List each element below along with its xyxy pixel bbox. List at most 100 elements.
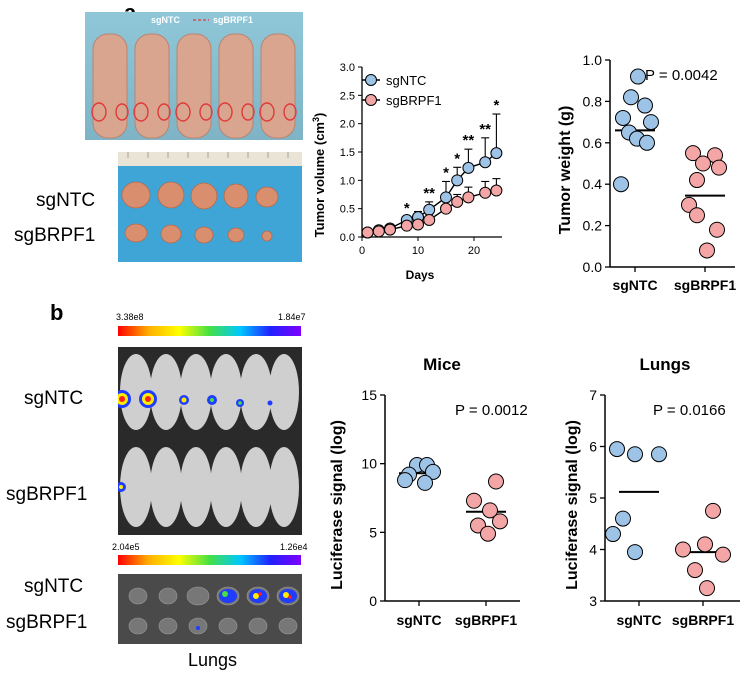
lungs-luciferase-point-sgntc <box>615 510 631 527</box>
tumor-volume-significance: ** <box>479 121 491 138</box>
lungs-row-label-sgbrpf1: sgBRPF1 <box>6 612 88 633</box>
tumor-volume-xtick-label: 20 <box>468 245 480 257</box>
tumor-weight-ytick-label: 0.0 <box>583 259 603 275</box>
tumor-volume-ytick-label: 0.0 <box>340 232 355 244</box>
tumor-volume-point-sgntc <box>490 147 503 160</box>
tumor-weight-point-sgntc <box>643 114 659 131</box>
tumor-volume-point-sgntc <box>440 191 452 204</box>
tumor-volume-ytick-label: 1.0 <box>340 175 355 187</box>
tumor-volume-xtick-label: 0 <box>359 245 365 257</box>
tumor-volume-point-sgbrpf1 <box>423 214 436 226</box>
tumor-volume-point-sgbrpf1 <box>479 186 492 199</box>
mice-chart-xlabel-sgntc: sgNTC <box>396 612 441 628</box>
tumor-weight-point-sgbrpf1 <box>711 159 727 176</box>
tumor-weight-ytick-label: 0.4 <box>583 176 603 192</box>
mice-luciferase-ytick-label: 10 <box>361 456 377 472</box>
tumor-weight-ylabel: Tumor weight (g) <box>557 106 574 235</box>
lungs-chart-title: Lungs <box>640 355 691 374</box>
mice-luciferase-point-sgbrpf1 <box>482 502 498 519</box>
lungs-luciferase-point-sgbrpf1 <box>687 562 703 579</box>
tumor-weight-xlabel-sgntc: sgNTC <box>612 277 657 293</box>
mice-luciferase-chart: Mice 0 5 10 15 P = 0.0012 Luciferase signal… <box>329 355 528 628</box>
tumor-weight-point-sgntc <box>637 97 653 114</box>
lungs-luciferase-point-sgntc <box>627 544 643 561</box>
photo-legend-sgbrpf1: sgBRPF1 <box>213 15 253 25</box>
mice-chart-pvalue: P = 0.0012 <box>455 402 528 419</box>
tumor-volume-point-sgbrpf1 <box>372 225 385 238</box>
tumor-volume-ytick-label: 2.5 <box>340 90 355 102</box>
mice-luciferase-point-sgbrpf1 <box>480 525 496 542</box>
panel-b-label: b <box>50 300 64 325</box>
mice-luciferase-ytick-label: 15 <box>361 387 377 403</box>
tumors-photo-illustration <box>118 152 302 244</box>
lungs-luciferase-point-sgbrpf1 <box>675 541 691 558</box>
tumor-weight-point-sgbrpf1 <box>689 172 705 189</box>
lungs-luciferase-point-sgbrpf1 <box>697 536 713 553</box>
lungs-chart-ylabel: Luciferase signal (log) <box>564 420 581 590</box>
legend-label-sgntc: sgNTC <box>386 73 426 88</box>
lungs-luciferase-ytick-label: 3 <box>589 593 597 609</box>
tumor-volume-significance: ** <box>423 185 435 202</box>
tumor-weight-point-sgntc <box>623 89 639 106</box>
mice-ivis-image <box>118 347 302 535</box>
tumor-volume-point-sgbrpf1 <box>462 191 475 204</box>
tumor-volume-significance: * <box>454 150 460 167</box>
tumor-weight-point-sgbrpf1 <box>695 155 711 172</box>
mice-luciferase-point-sgbrpf1 <box>492 513 508 530</box>
lungs-luciferase-point-sgbrpf1 <box>705 502 721 519</box>
mice-luciferase-point-sgntc <box>417 474 433 491</box>
tumor-weight-ytick-label: 0.6 <box>583 135 603 151</box>
tumor-volume-point-sgntc <box>423 203 436 216</box>
tumor-volume-point-sgbrpf1 <box>400 219 413 232</box>
tumor-volume-xlabel: Days <box>406 268 435 282</box>
lungs-luciferase-ytick-label: 7 <box>589 387 597 403</box>
tumor-weight-pvalue: P = 0.0042 <box>645 67 718 84</box>
tumor-volume-point-sgbrpf1 <box>451 195 464 208</box>
tumor-row-label-sgbrpf1: sgBRPF1 <box>14 225 96 246</box>
photo-legend-sgntc: sgNTC <box>151 15 181 25</box>
mice-chart-title: Mice <box>423 355 461 374</box>
tumor-weight-point-sgbrpf1 <box>709 221 725 238</box>
lungs-luciferase-point-sgbrpf1 <box>699 580 715 597</box>
mice-tumor-photo: sgNTC sgBRPF1 <box>85 12 303 140</box>
legend-marker-sgntc <box>365 74 377 86</box>
tumor-weight-chart: 0.0 0.2 0.4 0.6 0.8 1.0 P = 0.0042 Tumor weig… <box>557 52 736 293</box>
lungs-caption: Lungs <box>188 650 238 670</box>
lungs-ivis-illustration <box>128 586 300 635</box>
mice-chart-xlabel-sgbrpf1: sgBRPF1 <box>455 612 517 628</box>
lungs-ivis-image <box>118 574 302 644</box>
tumor-volume-xtick-label: 10 <box>412 245 424 257</box>
lungs-luciferase-ytick-label: 5 <box>589 490 597 506</box>
mice-row-label-sgbrpf1: sgBRPF1 <box>6 484 88 505</box>
lungs-luciferase-point-sgbrpf1 <box>715 546 731 563</box>
excised-tumors-photo <box>118 152 302 262</box>
mice-luciferase-point-sgbrpf1 <box>488 473 504 490</box>
lungs-luciferase-ytick-label: 6 <box>589 439 597 455</box>
mice-ivis-illustration <box>118 354 299 527</box>
lungs-row-label-sgntc: sgNTC <box>24 576 84 597</box>
tumor-weight-ytick-label: 1.0 <box>583 52 603 68</box>
tumor-volume-legend: sgNTC sgBRPF1 <box>362 73 442 108</box>
tumor-volume-point-sgntc <box>451 174 464 187</box>
mice-luciferase-point-sgntc <box>425 463 441 480</box>
tumor-weight-point-sgbrpf1 <box>699 242 715 259</box>
lungs-luciferase-point-sgntc <box>605 526 621 543</box>
tumor-volume-significance: * <box>493 97 499 114</box>
mice-scale-min: 3.38e8 <box>116 312 144 322</box>
tumor-volume-point-sgbrpf1 <box>440 202 452 215</box>
lungs-chart-xlabel-sgbrpf1: sgBRPF1 <box>672 612 734 628</box>
mice-photo-illustration: sgNTC sgBRPF1 <box>91 15 297 139</box>
lungs-scale-max: 1.26e4 <box>280 542 308 552</box>
mice-scale-max: 1.84e7 <box>278 312 306 322</box>
tumor-weight-point-sgbrpf1 <box>689 207 705 224</box>
tumor-volume-ytick-label: 3.0 <box>340 62 355 74</box>
tumor-volume-ytick-label: 2.0 <box>340 119 355 131</box>
tumor-volume-ytick-label: 0.5 <box>340 204 355 216</box>
lungs-scale-min: 2.04e5 <box>112 542 140 552</box>
tumor-volume-point-sgbrpf1 <box>412 218 424 231</box>
lungs-luminescence-scale <box>118 555 301 565</box>
lungs-luciferase-chart: Lungs 3 4 5 6 7 P = 0.0166 Luciferase signal… <box>564 355 740 628</box>
tumor-volume-point-sgbrpf1 <box>384 223 396 236</box>
legend-label-sgbrpf1: sgBRPF1 <box>386 93 442 108</box>
mice-luciferase-point-sgbrpf1 <box>466 492 482 509</box>
